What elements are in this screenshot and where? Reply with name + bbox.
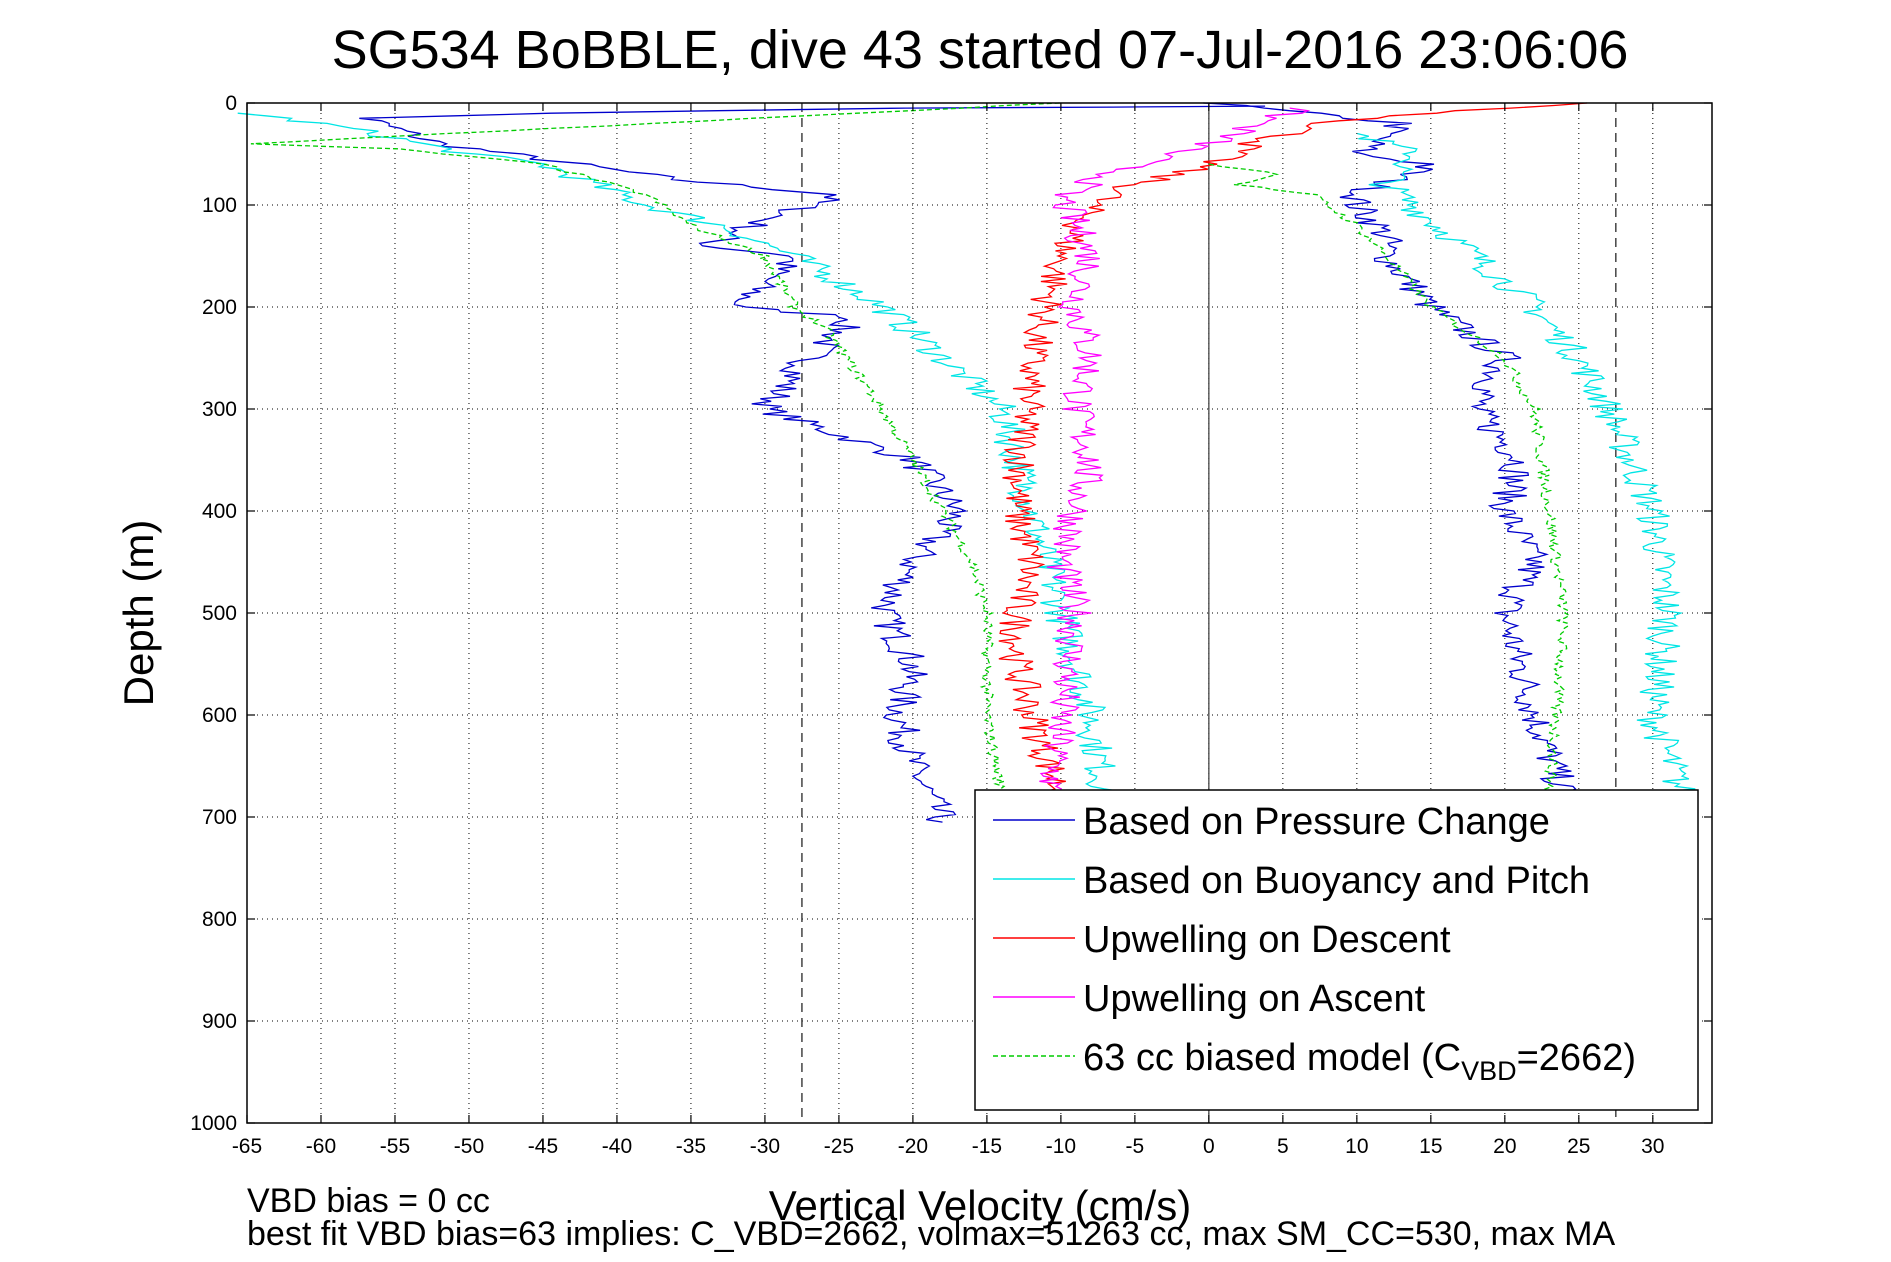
- y-tick-label: 200: [202, 296, 237, 319]
- y-tick-label: 0: [225, 92, 237, 115]
- x-tick-label: 20: [1493, 1135, 1516, 1158]
- legend-label-subscript: VBD: [1461, 1056, 1517, 1086]
- x-tick-label: 30: [1641, 1135, 1664, 1158]
- chart-title: SG534 BoBBLE, dive 43 started 07-Jul-201…: [332, 20, 1629, 80]
- series-line-0: [1203, 102, 1577, 797]
- legend-label-2: Upwelling on Descent: [1083, 919, 1451, 961]
- y-axis-label: Depth (m): [115, 520, 162, 707]
- annotation-best-fit: best fit VBD bias=63 implies: C_VBD=2662…: [247, 1215, 1616, 1253]
- x-axis-label: Vertical Velocity (cm/s): [769, 1182, 1191, 1229]
- x-tick-label: -15: [972, 1135, 1002, 1158]
- y-axis-ticks: 0 100 200 300 400 500 600 700 800 900 1000: [190, 92, 1712, 1135]
- x-tick-label: -10: [1046, 1135, 1076, 1158]
- series-line-3: [1035, 107, 1311, 823]
- legend-label-3: Upwelling on Ascent: [1083, 978, 1426, 1020]
- series-line-1: [237, 112, 1122, 798]
- y-tick-label: 600: [202, 704, 237, 727]
- series-line-4: [1208, 163, 1571, 797]
- x-tick-label: 15: [1419, 1135, 1442, 1158]
- x-tick-label: -60: [306, 1135, 336, 1158]
- legend-label-1: Based on Buoyancy and Pitch: [1083, 860, 1590, 902]
- x-tick-label: 0: [1203, 1135, 1215, 1158]
- legend-label-0: Based on Pressure Change: [1083, 801, 1550, 843]
- x-tick-label: -55: [380, 1135, 410, 1158]
- series-line-0: [359, 105, 1266, 823]
- x-tick-label: 10: [1345, 1135, 1368, 1158]
- legend-box: [974, 789, 1699, 1111]
- y-tick-label: 100: [202, 194, 237, 217]
- series-line-2: [998, 102, 1588, 798]
- legend: Based on Pressure Change Based on Buoyanc…: [974, 789, 1699, 1111]
- y-tick-label: 900: [202, 1010, 237, 1033]
- x-axis-ticks: -65 -60 -55 -50 -45 -40 -35 -30 -25 -20 -15 -10 -5 0 5…: [232, 103, 1664, 1158]
- x-tick-label: -50: [454, 1135, 484, 1158]
- x-tick-label: -30: [750, 1135, 780, 1158]
- data-series: [237, 102, 1696, 823]
- series-line-4: [250, 102, 1060, 797]
- x-tick-label: 5: [1277, 1135, 1289, 1158]
- y-tick-label: 500: [202, 602, 237, 625]
- x-tick-label: 25: [1567, 1135, 1590, 1158]
- x-tick-label: -45: [528, 1135, 558, 1158]
- x-tick-label: -40: [602, 1135, 632, 1158]
- y-tick-label: 1000: [190, 1112, 237, 1135]
- legend-label-4: 63 cc biased model (CVBD=2662): [1083, 1037, 1636, 1086]
- x-tick-label: -25: [824, 1135, 854, 1158]
- x-tick-label: -65: [232, 1135, 262, 1158]
- y-tick-label: 700: [202, 806, 237, 829]
- annotation-vbd-bias: VBD bias = 0 cc: [247, 1182, 490, 1220]
- y-tick-label: 300: [202, 398, 237, 421]
- legend-label-base: 63 cc biased model (C: [1083, 1037, 1461, 1079]
- legend-label-tail: =2662): [1517, 1037, 1636, 1079]
- x-tick-label: -20: [898, 1135, 928, 1158]
- y-tick-label: 400: [202, 500, 237, 523]
- series-line-1: [1357, 132, 1696, 798]
- x-tick-label: -5: [1126, 1135, 1145, 1158]
- y-tick-label: 800: [202, 908, 237, 931]
- x-tick-label: -35: [676, 1135, 706, 1158]
